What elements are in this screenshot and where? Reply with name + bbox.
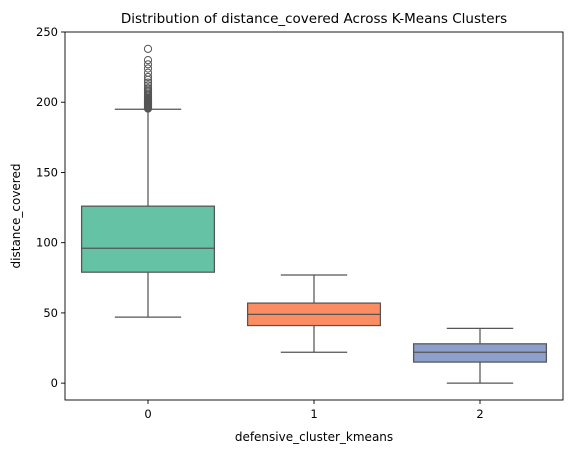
box-series — [80, 44, 548, 384]
box-iqr — [80, 205, 216, 273]
box-cluster-1 — [246, 274, 382, 353]
box-cluster-0 — [80, 44, 216, 318]
y-tick-label: 200 — [36, 95, 58, 109]
outlier-point — [143, 84, 153, 93]
outlier-point — [143, 78, 153, 87]
x-tick-label: 1 — [310, 407, 317, 421]
outlier-point — [143, 72, 153, 82]
x-axis-label: defensive_cluster_kmeans — [235, 430, 393, 444]
y-tick-label: 0 — [51, 376, 58, 390]
y-tick-label: 100 — [36, 236, 58, 250]
y-tick-label: 50 — [43, 306, 58, 320]
box-iqr — [412, 343, 548, 363]
chart-title: Distribution of distance_covered Across … — [121, 11, 507, 27]
outlier-point — [143, 55, 153, 65]
box-cluster-2 — [412, 327, 548, 384]
y-axis-label: distance_covered — [9, 164, 23, 269]
outlier-point — [143, 68, 153, 77]
outlier-point — [143, 81, 153, 90]
y-tick-label: 150 — [36, 165, 58, 179]
axes: 0 50 100 150 200 250 0 1 2 — [36, 25, 564, 421]
x-tick-label: 0 — [144, 407, 151, 421]
outlier-point — [143, 64, 153, 73]
y-tick-label: 250 — [36, 25, 58, 39]
outlier-point — [143, 60, 153, 69]
outlier-point — [143, 44, 153, 53]
x-tick-label: 2 — [476, 407, 483, 421]
